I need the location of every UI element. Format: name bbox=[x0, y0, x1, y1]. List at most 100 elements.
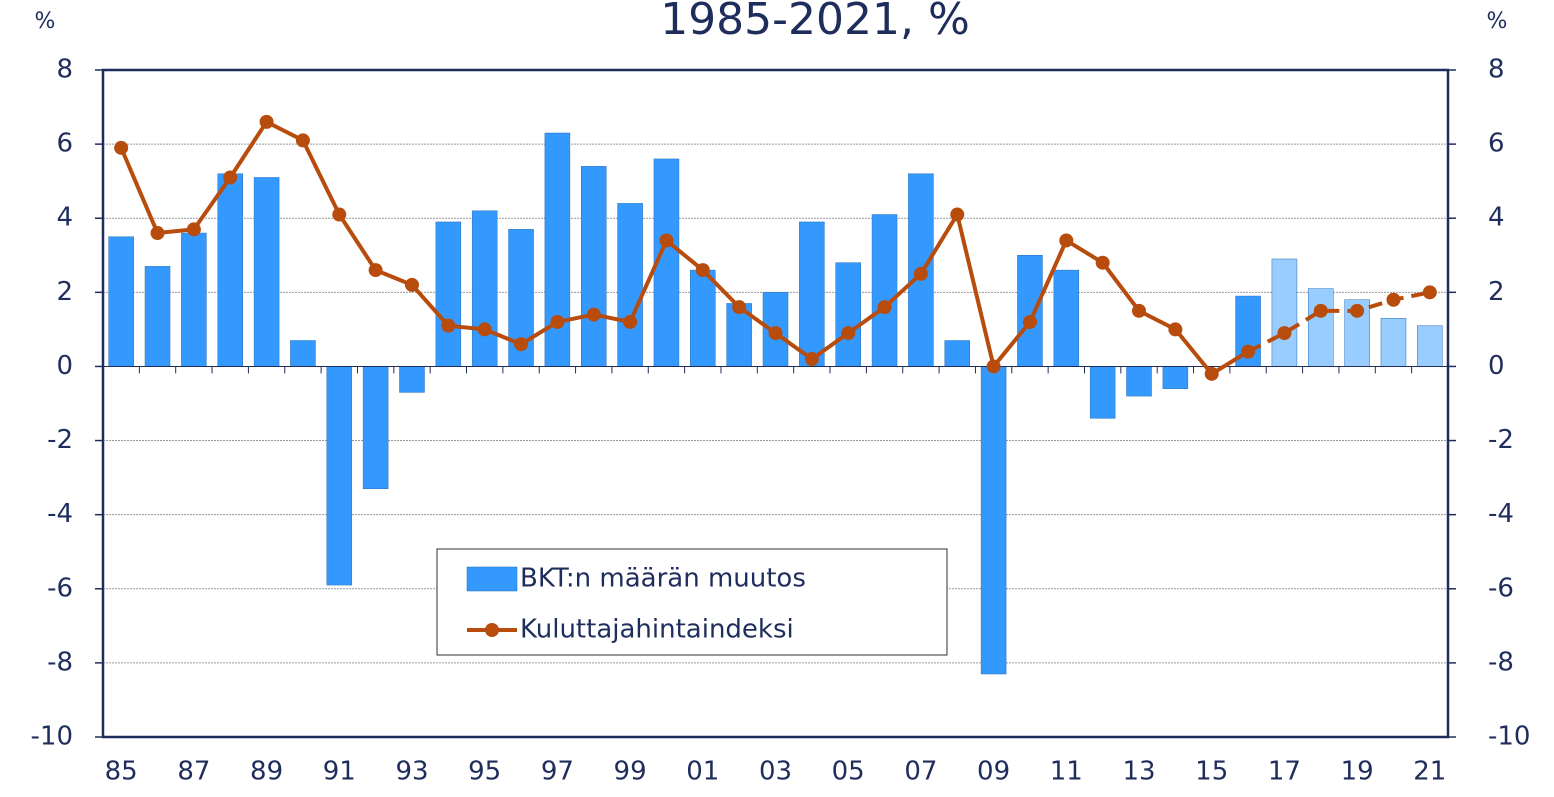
line-marker bbox=[768, 326, 783, 341]
legend: BKT:n määrän muutos Kuluttajahintaindeksi bbox=[436, 548, 948, 656]
line-marker bbox=[732, 300, 747, 315]
x-tick-label: 93 bbox=[395, 757, 428, 787]
x-tick-label: 03 bbox=[759, 757, 792, 787]
y-tick-label: 6 bbox=[56, 129, 73, 159]
x-tick-label: 87 bbox=[177, 757, 210, 787]
y-tick-label: 0 bbox=[56, 351, 73, 381]
bar bbox=[617, 203, 643, 367]
x-tick-label: 09 bbox=[977, 757, 1010, 787]
legend-marker bbox=[485, 623, 499, 637]
y-tick-label: 4 bbox=[56, 203, 73, 233]
bar bbox=[435, 221, 462, 367]
line-marker bbox=[150, 226, 165, 241]
line-marker bbox=[1204, 366, 1219, 381]
y-tick-label: 8 bbox=[56, 55, 73, 85]
x-tick-label: 19 bbox=[1341, 757, 1374, 787]
line-marker bbox=[913, 266, 928, 281]
y-tick-label: -10 bbox=[31, 722, 73, 752]
line-marker bbox=[1386, 292, 1401, 307]
line-marker bbox=[877, 300, 892, 315]
bar bbox=[944, 340, 971, 367]
line-marker bbox=[477, 322, 492, 337]
bar bbox=[980, 366, 1007, 675]
line-marker bbox=[659, 233, 674, 248]
x-tick-label: 85 bbox=[105, 757, 138, 787]
bar bbox=[471, 210, 498, 367]
bar bbox=[1053, 269, 1080, 367]
y2-tick-label: -2 bbox=[1488, 425, 1514, 455]
y-tick-label: -4 bbox=[47, 499, 73, 529]
y-axis-label: % bbox=[35, 9, 56, 34]
bar bbox=[1308, 288, 1334, 367]
line-marker bbox=[1350, 303, 1365, 318]
y-tick-label: -8 bbox=[47, 647, 73, 677]
x-tick-label: 89 bbox=[250, 757, 283, 787]
bar bbox=[544, 132, 571, 367]
plot-frame bbox=[101, 68, 1450, 739]
y2-tick-label: 0 bbox=[1488, 351, 1505, 381]
line-marker bbox=[1422, 285, 1437, 300]
line-marker bbox=[1132, 303, 1147, 318]
line-marker bbox=[841, 326, 856, 341]
line-marker bbox=[223, 170, 238, 185]
bar bbox=[1380, 318, 1407, 367]
bar bbox=[1162, 366, 1189, 389]
line bbox=[119, 119, 1250, 377]
x-tick-label: 05 bbox=[832, 757, 865, 787]
line-marker bbox=[950, 207, 965, 222]
bar bbox=[181, 232, 207, 367]
line-marker bbox=[404, 277, 419, 292]
x-tick-label: 17 bbox=[1268, 757, 1301, 787]
line-marker bbox=[186, 222, 201, 237]
bar bbox=[108, 236, 134, 367]
bar bbox=[144, 266, 171, 367]
line-marker bbox=[550, 314, 565, 329]
bar bbox=[1417, 325, 1443, 367]
line-marker bbox=[1168, 322, 1183, 337]
legend-label: BKT:n määrän muutos bbox=[520, 564, 806, 594]
x-tick-label: 13 bbox=[1122, 757, 1155, 787]
x-tick-label: 99 bbox=[614, 757, 647, 787]
y-tick-label: -2 bbox=[47, 425, 73, 455]
x-tick-label: 11 bbox=[1050, 757, 1083, 787]
y2-tick-label: -6 bbox=[1488, 573, 1514, 603]
y2-tick-label: 4 bbox=[1488, 203, 1505, 233]
line-marker bbox=[1241, 344, 1256, 359]
legend-label: Kuluttajahintaindeksi bbox=[520, 615, 794, 645]
line-marker bbox=[368, 263, 383, 278]
bar bbox=[1017, 255, 1043, 367]
x-tick-label: 91 bbox=[323, 757, 356, 787]
y2-tick-label: -10 bbox=[1488, 722, 1530, 752]
bar bbox=[253, 177, 280, 367]
y2-tick-label: 8 bbox=[1488, 55, 1505, 85]
bar bbox=[362, 366, 389, 489]
line-marker bbox=[586, 307, 601, 322]
line-marker bbox=[295, 133, 310, 148]
x-tick-label: 21 bbox=[1413, 757, 1446, 787]
line-marker bbox=[332, 207, 347, 222]
line-marker bbox=[1277, 326, 1292, 341]
bar bbox=[799, 221, 825, 367]
line-marker bbox=[1095, 255, 1110, 270]
bar bbox=[690, 269, 716, 367]
line-marker bbox=[1059, 233, 1074, 248]
bar bbox=[399, 366, 425, 393]
y2-tick-label: -4 bbox=[1488, 499, 1514, 529]
line-marker bbox=[623, 314, 638, 329]
x-tick-label: 07 bbox=[904, 757, 937, 787]
y2-axis-label: % bbox=[1487, 9, 1508, 34]
y2-tick-label: 2 bbox=[1488, 277, 1505, 307]
x-tick-label: 01 bbox=[686, 757, 719, 787]
chart-title: 1985-2021, % bbox=[660, 0, 970, 45]
x-tick-label: 97 bbox=[541, 757, 574, 787]
y2-tick-label: 6 bbox=[1488, 129, 1505, 159]
line-marker bbox=[514, 337, 529, 352]
line-marker bbox=[804, 352, 819, 367]
x-tick-label: 95 bbox=[468, 757, 501, 787]
legend-box bbox=[436, 548, 948, 656]
line-marker bbox=[441, 318, 456, 333]
bar bbox=[871, 214, 898, 367]
bar bbox=[580, 166, 607, 367]
line-marker bbox=[259, 114, 274, 129]
